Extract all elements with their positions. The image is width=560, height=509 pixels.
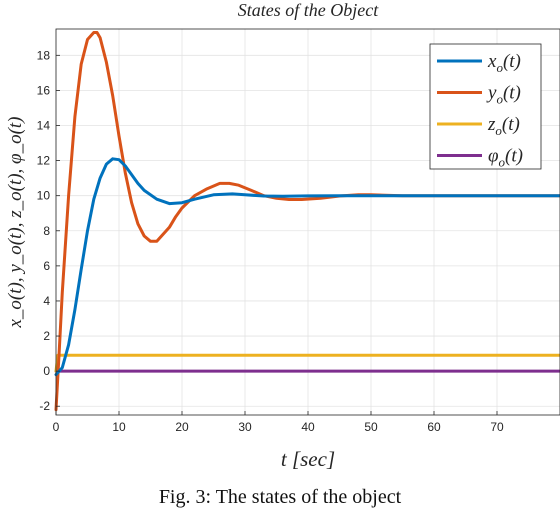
y-tick-label: 14	[37, 119, 51, 133]
y-tick-label: 10	[37, 189, 51, 203]
y-tick-label: 0	[43, 364, 50, 378]
y-tick-label: 2	[43, 329, 50, 343]
y-tick-label: 8	[43, 224, 50, 238]
x-tick-label: 50	[364, 420, 378, 434]
series-line	[54, 157, 560, 377]
series-lines	[54, 31, 560, 412]
y-axis-label: x_o(t), y_o(t), z_o(t), φ_o(t)	[5, 116, 26, 328]
legend-entry: φo(t)	[488, 146, 523, 170]
legend-box	[429, 43, 542, 170]
x-axis-label: t [sec]	[281, 447, 335, 471]
y-tick-label: 18	[37, 48, 51, 62]
y-tick-label: 4	[43, 294, 50, 308]
x-tick-label: 0	[53, 420, 60, 434]
legend-entry: xo(t)	[487, 51, 521, 75]
chart-title: States of the Object	[238, 0, 379, 20]
legend: xo(t) yo(t) zo(t) φo(t)	[429, 43, 542, 170]
x-tick-label: 20	[175, 420, 189, 434]
y-tick-label: -2	[39, 399, 50, 413]
y-tick-label: 16	[37, 83, 51, 97]
x-tick-label: 10	[112, 420, 126, 434]
y-tick-label: 12	[37, 154, 51, 168]
y-axis-ticks: -2 0 2 4 6 8 10 12 14 16 18	[37, 48, 60, 413]
x-tick-label: 60	[427, 420, 441, 434]
x-tick-label: 40	[301, 420, 315, 434]
y-tick-label: 6	[43, 259, 50, 273]
grid-lines	[55, 29, 560, 415]
x-tick-label: 30	[238, 420, 252, 434]
legend-entry: yo(t)	[486, 83, 521, 107]
x-axis-ticks: 0 10 20 30 40 50 60 70	[53, 411, 504, 434]
series-line	[54, 31, 560, 412]
legend-entry: zo(t)	[487, 114, 520, 138]
figure-caption: Fig. 3: The states of the object	[158, 486, 402, 508]
x-tick-label: 70	[490, 420, 504, 434]
